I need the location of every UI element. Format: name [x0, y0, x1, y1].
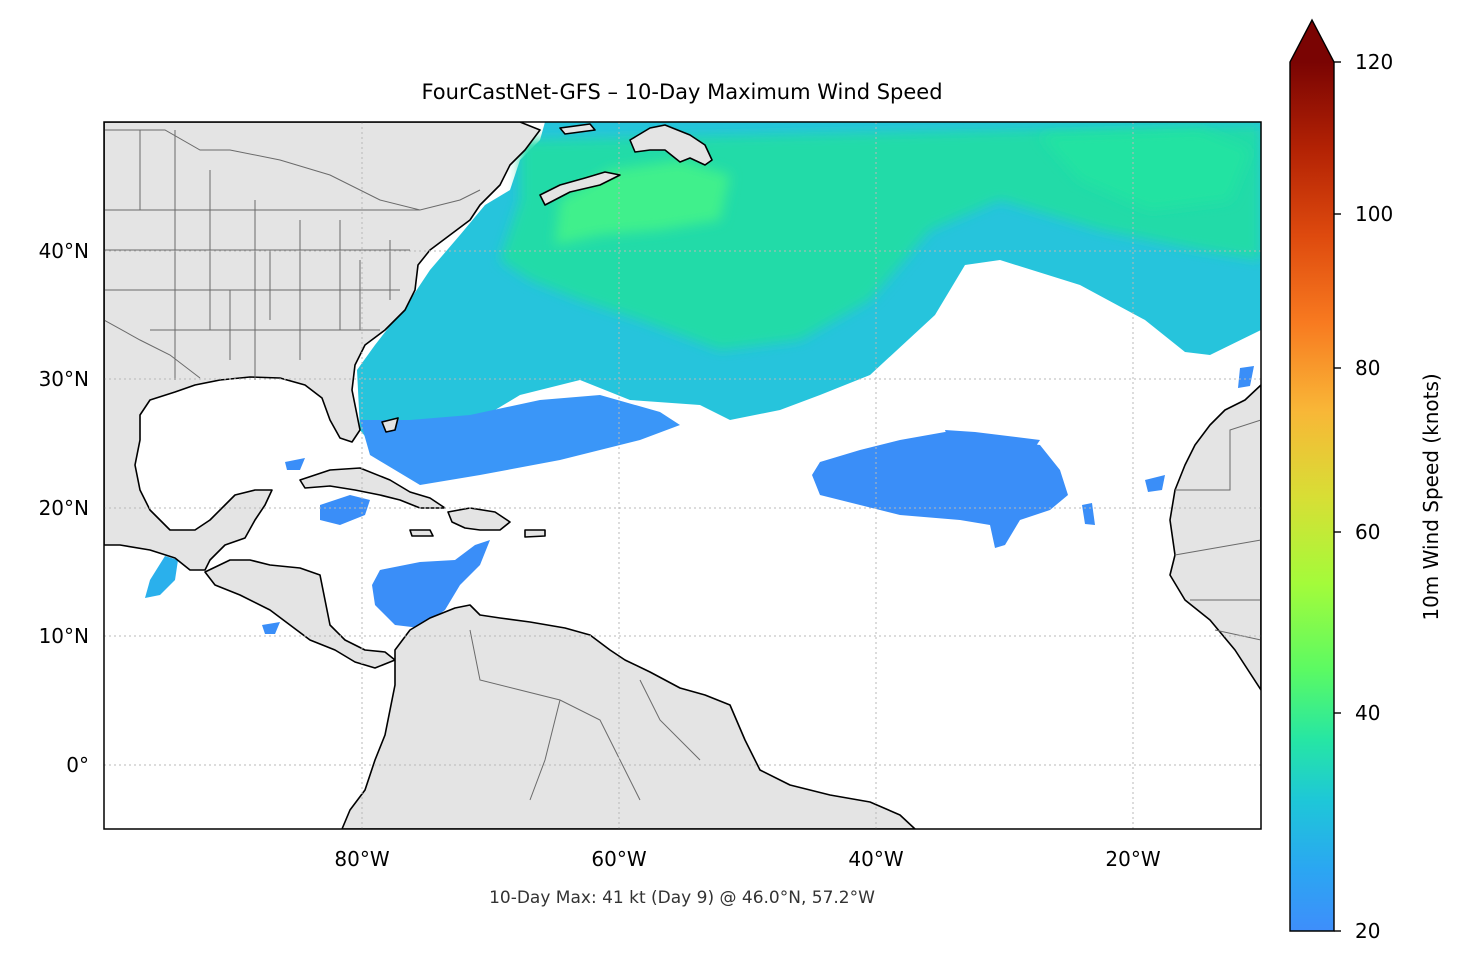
lat-tick-20n: 20°N: [39, 496, 89, 520]
wind-region-small-1: [285, 458, 305, 470]
land: [104, 122, 1261, 829]
cb-tick-40: 40: [1355, 701, 1380, 725]
colorbar-ticks: [1334, 61, 1341, 932]
land-puerto-rico: [524, 529, 546, 538]
wind-region-east-core: [1040, 130, 1250, 210]
colorbar-gradient: [1290, 62, 1334, 931]
land-africa: [1169, 384, 1261, 691]
colorbar-extend-arrow: [1290, 20, 1334, 62]
wind-region-canaries: [1145, 475, 1165, 492]
cb-tick-60: 60: [1355, 520, 1380, 544]
wind-speed-field: [145, 122, 1261, 634]
map-panel: [104, 122, 1261, 829]
lon-tick-60w: 60°W: [591, 847, 646, 871]
cb-tick-100: 100: [1355, 202, 1393, 226]
land-jamaica: [409, 529, 434, 537]
wind-region-caribbean: [372, 540, 490, 628]
lon-tick-20w: 20°W: [1105, 847, 1160, 871]
cb-tick-120: 120: [1355, 50, 1393, 74]
land-bahamas: [381, 417, 399, 433]
land-hispaniola: [447, 507, 511, 531]
wind-region-cayman: [320, 495, 370, 525]
border-states-1: [104, 130, 420, 380]
colorbar-label: 10m Wind Speed (knots): [1419, 373, 1443, 620]
lat-tick-labels: 40°N 30°N 20°N 10°N 0°: [39, 239, 89, 777]
map-frame: [103, 121, 1262, 830]
border-mexico: [104, 319, 201, 379]
land-cuba: [299, 467, 446, 509]
cb-tick-20: 20: [1355, 919, 1380, 943]
border-africa: [1174, 419, 1261, 641]
border-states-2: [229, 240, 391, 360]
colorbar-outline: [1289, 18, 1335, 932]
lon-tick-80w: 80°W: [334, 847, 389, 871]
border-us-canada: [104, 129, 481, 211]
cb-tick-80: 80: [1355, 356, 1380, 380]
wind-region-subtropical: [812, 432, 1068, 548]
border-south-america: [469, 629, 701, 801]
wind-region-south-tail: [360, 395, 680, 485]
chart-title: FourCastNet-GFS – 10-Day Maximum Wind Sp…: [421, 80, 942, 104]
land-south-america: [341, 604, 916, 829]
max-annotation: 10-Day Max: 41 kt (Day 9) @ 46.0°N, 57.2…: [489, 888, 875, 908]
borders: [104, 129, 1261, 801]
lat-tick-10n: 10°N: [39, 624, 89, 648]
lat-tick-30n: 30°N: [39, 367, 89, 391]
land-north-america: [104, 122, 541, 571]
land-nova-scotia: [539, 171, 621, 206]
wind-region-pacific: [145, 556, 178, 598]
colorbar: 20 40 60 80 100 120 10m Wind Speed (knot…: [1289, 18, 1443, 943]
wind-region-small-2: [262, 622, 280, 634]
lat-tick-40n: 40°N: [39, 239, 89, 263]
wind-region-azores: [1238, 366, 1254, 388]
land-central-america: [204, 559, 396, 669]
wind-region-subtropical-2: [945, 430, 1040, 455]
lon-tick-40w: 40°W: [848, 847, 903, 871]
lat-tick-0: 0°: [66, 753, 89, 777]
colorbar-tick-labels: 20 40 60 80 100 120: [1355, 50, 1393, 943]
land-anticosti: [559, 123, 596, 135]
lon-tick-labels: 80°W 60°W 40°W 20°W: [334, 847, 1160, 871]
land-newfoundland: [629, 124, 713, 166]
